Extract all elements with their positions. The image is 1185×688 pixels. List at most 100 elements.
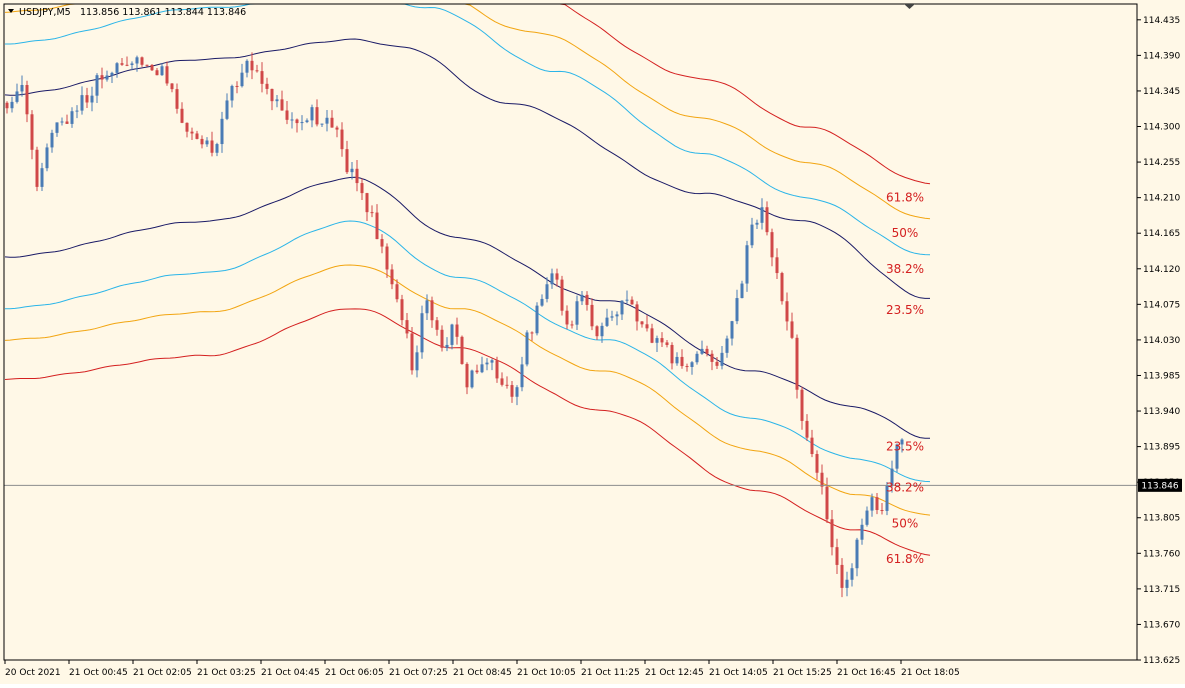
candle: [550, 268, 554, 289]
candle-body: [595, 326, 599, 337]
band-1-upper: [4, 38, 930, 299]
candle: [180, 102, 184, 124]
candle: [475, 364, 479, 374]
y-tick-label: 113.895: [1143, 443, 1180, 453]
ohlc-label: 113.856 113.861 113.844 113.846: [80, 7, 246, 18]
candle-body: [520, 364, 524, 388]
candle: [140, 56, 144, 67]
candle: [690, 361, 694, 375]
candle: [305, 118, 309, 124]
candle-body: [375, 212, 379, 240]
fib-labels: 61.8% 50% 38.2% 23.5% 23.5% 38.2% 50% 61.8%: [886, 191, 924, 566]
candle: [330, 110, 334, 128]
candle: [670, 342, 674, 370]
candle: [160, 63, 164, 76]
candle-body: [390, 269, 394, 285]
candle: [770, 228, 774, 267]
candle-body: [185, 122, 189, 132]
candle-body: [860, 524, 864, 540]
candle: [610, 310, 614, 321]
candle: [725, 335, 729, 358]
candle-body: [460, 336, 464, 364]
candle: [90, 86, 94, 112]
candle-body: [275, 99, 279, 102]
candle-body: [745, 245, 749, 284]
band-1-lower: [4, 176, 930, 439]
time-axis[interactable]: 20 Oct 2021 21 Oct 00:45 21 Oct 02:05 21 Oc…: [4, 660, 960, 678]
candle: [730, 320, 734, 346]
candle: [740, 280, 744, 299]
y-tick-label: 114.165: [1143, 229, 1180, 239]
candle-body: [85, 95, 89, 103]
candle-body: [105, 75, 109, 80]
candle: [225, 93, 229, 121]
candle-body: [845, 579, 849, 588]
candle-body: [525, 332, 529, 365]
candle: [470, 369, 474, 389]
candle: [115, 62, 119, 78]
candle: [5, 101, 9, 114]
candle: [695, 351, 699, 365]
band-3-lower: [4, 264, 931, 516]
candle: [880, 502, 884, 515]
candle-body: [5, 102, 9, 109]
x-tick-label: 21 Oct 06:05: [325, 668, 384, 678]
candle-body: [545, 284, 549, 299]
x-tick-label: 20 Oct 2021: [5, 668, 61, 678]
candle-body: [50, 132, 54, 148]
candle: [440, 325, 444, 352]
candle-body: [495, 360, 499, 379]
candle-body: [300, 122, 304, 124]
candle-body: [505, 384, 509, 386]
candle: [685, 363, 689, 372]
candle: [350, 161, 354, 180]
candle: [295, 118, 299, 133]
candle: [650, 323, 654, 344]
candle: [390, 264, 394, 290]
candle: [235, 81, 239, 94]
candle-body: [560, 279, 564, 311]
candle-body: [205, 140, 209, 145]
candle: [210, 131, 214, 157]
price-axis[interactable]: 114.435 114.390 114.345 114.300 114.255 114.2…: [1137, 16, 1180, 666]
candle-body: [470, 370, 474, 388]
candle: [315, 99, 319, 127]
y-tick-label: 114.345: [1143, 87, 1180, 97]
candle: [630, 296, 634, 305]
candle: [205, 137, 209, 147]
candle: [600, 322, 604, 343]
candle-body: [385, 246, 389, 270]
candle: [490, 358, 494, 371]
candle: [555, 268, 559, 287]
candle-body: [725, 338, 729, 353]
candle: [95, 73, 99, 103]
candle-body: [805, 420, 809, 438]
candle-body: [570, 324, 574, 326]
candle-body: [370, 212, 374, 214]
candle-body: [880, 510, 884, 512]
candle-body: [45, 147, 49, 169]
candle: [745, 240, 749, 292]
candle: [320, 123, 324, 127]
y-tick-label: 113.625: [1143, 656, 1180, 666]
candle: [735, 289, 739, 325]
candle-body: [465, 363, 469, 388]
triangle-down-icon[interactable]: [8, 9, 14, 13]
candle-body: [870, 497, 874, 511]
candle: [590, 298, 594, 331]
candle: [665, 340, 669, 348]
shift-marker-icon[interactable]: [904, 4, 915, 9]
candle-body: [410, 333, 414, 371]
candle-body: [670, 344, 674, 364]
x-tick-label: 21 Oct 04:45: [261, 668, 320, 678]
fib-label: 38.2%: [886, 481, 924, 495]
candle-body: [680, 356, 684, 367]
candle-body: [740, 283, 744, 299]
candle: [750, 217, 754, 249]
candle: [760, 198, 764, 230]
candle-body: [175, 89, 179, 109]
candle-body: [325, 117, 329, 124]
candle-body: [260, 71, 264, 84]
